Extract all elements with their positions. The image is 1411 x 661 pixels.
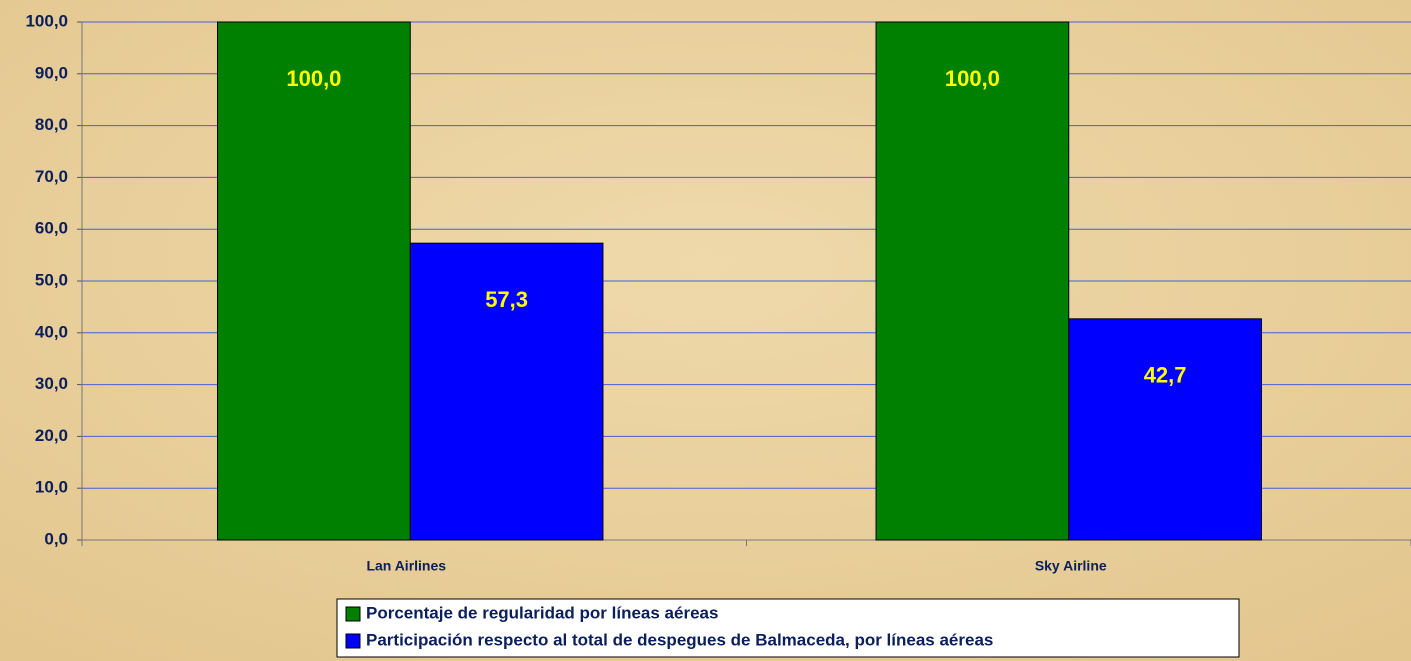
bar <box>1068 318 1262 541</box>
y-tick-label: 30,0 <box>35 374 68 393</box>
y-tick-label: 80,0 <box>35 115 68 134</box>
legend-swatch <box>345 606 361 622</box>
value-label: 100,0 <box>286 66 341 91</box>
y-tick-label: 40,0 <box>35 322 68 341</box>
y-tick-label: 50,0 <box>35 270 68 289</box>
y-tick-label: 100,0 <box>25 11 68 30</box>
y-tick-label: 0,0 <box>44 529 68 548</box>
bar <box>409 242 604 541</box>
legend-swatch <box>345 633 361 649</box>
x-tick-label: Sky Airline <box>1035 558 1107 574</box>
legend-label: Participación respecto al total de despe… <box>366 630 993 649</box>
value-label: 100,0 <box>945 66 1000 91</box>
y-tick-label: 10,0 <box>35 478 68 497</box>
x-tick-label: Lan Airlines <box>366 558 446 574</box>
value-label: 57,3 <box>485 287 528 312</box>
y-tick-label: 20,0 <box>35 426 68 445</box>
y-tick-label: 90,0 <box>35 63 68 82</box>
legend-label: Porcentaje de regularidad por líneas aér… <box>366 603 718 622</box>
bar <box>217 21 411 541</box>
legend-box <box>336 598 1240 658</box>
value-label: 42,7 <box>1144 363 1187 388</box>
bar <box>875 21 1070 541</box>
y-tick-label: 70,0 <box>35 167 68 186</box>
y-tick-label: 60,0 <box>35 219 68 238</box>
